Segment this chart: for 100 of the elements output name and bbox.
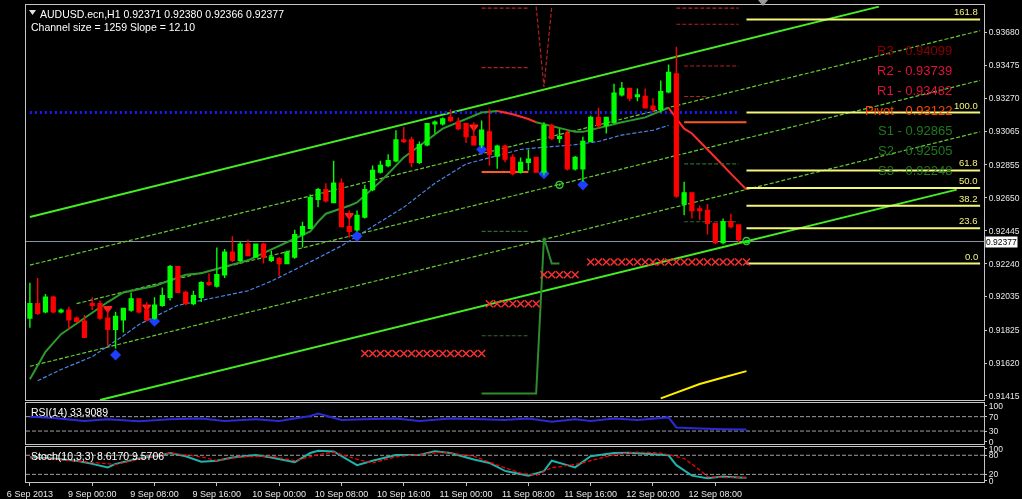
candlestick: [276, 256, 282, 278]
candlestick: [35, 277, 41, 316]
annotation: S2 - 0.92505: [878, 143, 953, 158]
point: [110, 349, 121, 361]
y-tick-label: 0.93475: [988, 60, 1020, 71]
candlestick: [245, 238, 251, 257]
series-label: 61.8: [959, 157, 978, 168]
y-tick-label: 0.92855: [988, 159, 1020, 170]
x-tick-label: 9 Sep 08:00: [130, 488, 179, 499]
line-series: [28, 109, 499, 381]
candlestick: [603, 116, 609, 135]
candlestick: [323, 182, 329, 204]
x-tick-label: 12 Sep 00:00: [626, 488, 680, 499]
candlestick: [66, 306, 72, 331]
candlestick: [74, 315, 80, 324]
candlestick: [331, 160, 337, 204]
series-label: 0.0: [965, 251, 979, 262]
candlestick: [689, 192, 695, 220]
candlestick: [354, 209, 360, 233]
candlestick: [611, 82, 617, 125]
candlestick: [136, 298, 142, 314]
x-tick-label: 11 Sep 16:00: [564, 488, 618, 499]
candlestick: [697, 205, 703, 221]
candlestick: [58, 307, 64, 314]
candlestick: [377, 160, 383, 175]
candlestick: [237, 240, 243, 263]
candlestick: [183, 290, 189, 306]
candlestick: [222, 248, 228, 279]
series-label: 50.0: [959, 175, 978, 186]
y-tick-label: 0.91825: [988, 325, 1020, 336]
candlestick: [440, 116, 446, 127]
candlestick: [89, 296, 95, 311]
candlestick: [268, 249, 274, 263]
series-label: 23.6: [959, 215, 978, 226]
annotation: R2 - 0.93739: [877, 63, 953, 78]
candlestick: [736, 224, 742, 244]
candlestick: [712, 222, 718, 245]
point: [577, 179, 589, 191]
candlestick: [494, 144, 500, 170]
candlestick: [580, 135, 586, 183]
y-tick-label: 0.91415: [988, 390, 1020, 401]
candlestick: [393, 129, 399, 164]
line-series: [37, 124, 670, 382]
point: [742, 236, 751, 246]
series-label: 38.2: [959, 193, 978, 204]
x-tick-label: 10 Sep 16:00: [376, 488, 431, 499]
candlestick: [681, 180, 687, 217]
candlestick: [447, 108, 454, 123]
y-tick-label: 0.93270: [988, 93, 1020, 104]
y-tick-label: 0: [988, 436, 994, 447]
candlestick: [260, 241, 267, 265]
candlestick: [728, 213, 734, 229]
candlestick: [198, 280, 204, 303]
candlestick: [510, 153, 516, 176]
candlestick: [556, 127, 563, 144]
x-tick-label: 9 Sep 00:00: [67, 488, 117, 499]
candlestick: [307, 193, 313, 229]
candlestick: [502, 144, 508, 164]
x-tick-label: 12 Sep 08:00: [688, 488, 743, 499]
y-tick-label: 0.92240: [988, 258, 1020, 269]
annotation: R1 - 0.93482: [877, 83, 953, 98]
candlestick: [720, 217, 726, 245]
y-tick-label: 0.92445: [988, 225, 1020, 236]
candlestick: [284, 249, 290, 265]
point: [555, 180, 564, 190]
candlestick: [159, 286, 165, 308]
candlestick: [128, 291, 134, 313]
candlestick: [167, 264, 173, 302]
line-series: [496, 109, 538, 124]
candlestick: [408, 135, 415, 168]
line-series: [667, 106, 748, 191]
y-tick-label: 0.91620: [988, 358, 1020, 369]
y-tick-label: 0.92650: [988, 192, 1020, 203]
candlestick: [112, 310, 119, 350]
y-tick-label: 0.93680: [988, 27, 1020, 38]
candlestick: [549, 123, 555, 141]
candlestick: [50, 294, 56, 314]
y-tick-label: 100: [988, 400, 1004, 411]
candlestick: [704, 203, 711, 236]
point: [103, 306, 113, 313]
candlestick: [229, 235, 236, 263]
candlestick: [627, 87, 633, 103]
candlestick: [650, 97, 656, 114]
point: [351, 230, 363, 242]
candlestick: [588, 115, 594, 143]
candlestick: [634, 87, 641, 103]
x-tick-label: 10 Sep 00:00: [252, 488, 306, 499]
candlestick: [673, 46, 679, 199]
candlestick: [338, 177, 345, 228]
candlestick: [190, 290, 197, 306]
series-label: 161.8: [954, 6, 978, 17]
candlestick: [486, 108, 493, 167]
point: [476, 144, 487, 155]
candlestick: [642, 87, 648, 109]
candlestick: [253, 243, 259, 258]
candlestick: [517, 156, 524, 175]
candlestick: [175, 266, 181, 294]
x-tick-label: 11 Sep 08:00: [501, 488, 555, 499]
series-label: 100.0: [954, 100, 978, 111]
candlestick: [315, 187, 321, 209]
